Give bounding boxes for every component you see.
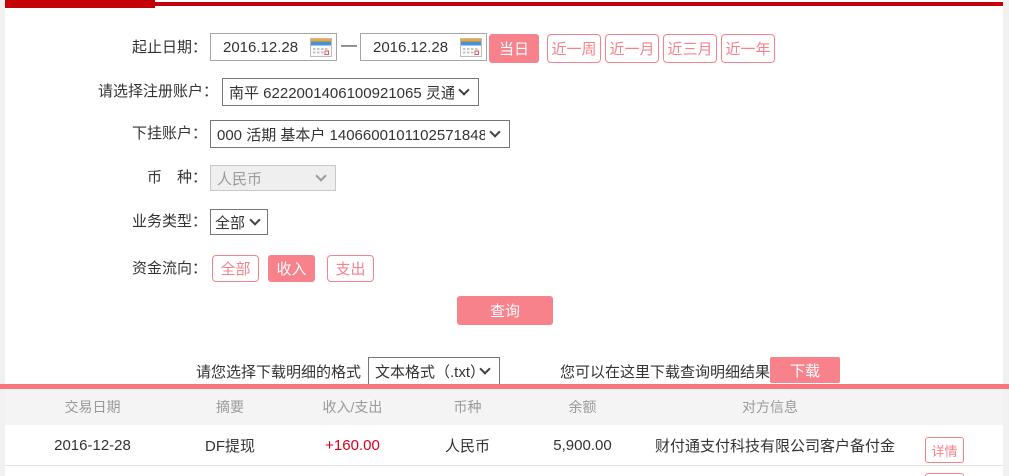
detail-button-next-row-partial[interactable]	[925, 473, 964, 476]
date-range-separator: —	[341, 37, 357, 54]
register-account-select[interactable]: 南平 6222001406100921065 灵通卡	[222, 78, 479, 106]
active-tab-indicator	[5, 0, 155, 8]
range-button-last-week[interactable]: 近一周	[547, 34, 601, 63]
cell-counterparty: 财付通支付科技有限公司客户备付金	[655, 437, 896, 455]
download-button[interactable]: 下载	[770, 357, 840, 383]
fund-flow-row: 资金流向： 全部 收入 支出	[0, 255, 1009, 282]
download-hint: 您可以在这里下载查询明细结果	[560, 364, 771, 381]
sub-account-label: 下挂账户：	[131, 125, 207, 142]
range-button-last-month[interactable]: 近一月	[605, 34, 659, 63]
chevron-down-icon	[315, 170, 327, 182]
header-summary: 摘要	[216, 399, 244, 415]
currency-value: 人民币	[217, 170, 263, 188]
fund-flow-income-button[interactable]: 收入	[268, 255, 315, 282]
header-currency: 币种	[453, 399, 482, 415]
fund-flow-expense-button[interactable]: 支出	[327, 255, 374, 282]
calendar-icon[interactable]	[310, 37, 332, 57]
end-date-value: 2016.12.28	[373, 38, 449, 56]
register-account-row: 请选择注册账户： 南平 6222001406100921065 灵通卡	[0, 78, 1009, 106]
chevron-down-icon	[458, 84, 470, 96]
cell-balance: 5,900.00	[553, 436, 612, 454]
biz-type-row: 业务类型： 全部	[0, 209, 1009, 235]
chevron-down-icon	[479, 363, 491, 375]
biz-type-select[interactable]: 全部	[210, 209, 268, 235]
download-format-select[interactable]: 文本格式（.txt）	[368, 357, 500, 385]
header-counterparty: 对方信息	[742, 399, 798, 415]
query-button[interactable]: 查询	[457, 296, 553, 325]
cell-trade-date: 2016-12-28	[54, 436, 131, 454]
header-income-expense: 收入/支出	[322, 399, 383, 415]
end-date-input[interactable]: 2016.12.28	[360, 33, 487, 61]
header-balance: 余额	[568, 399, 597, 415]
cell-currency: 人民币	[444, 437, 490, 455]
download-row: 请您选择下载明细的格式 文本格式（.txt） 您可以在这里下载查询明细结果	[0, 355, 1009, 385]
register-account-label: 请选择注册账户：	[97, 83, 218, 100]
chevron-down-icon	[249, 214, 261, 226]
currency-row: 币 种： 人民币	[0, 165, 1009, 191]
download-format-value: 文本格式（.txt）	[375, 363, 475, 381]
fund-flow-label: 资金流向：	[131, 260, 207, 277]
biz-type-label: 业务类型：	[131, 213, 207, 230]
header-trade-date: 交易日期	[64, 399, 121, 415]
biz-type-value: 全部	[215, 214, 246, 232]
table-top-separator	[0, 384, 1009, 389]
start-date-value: 2016.12.28	[223, 38, 299, 56]
date-range-label: 起止日期：	[131, 39, 207, 56]
register-account-value: 南平 6222001406100921065 灵通卡	[229, 84, 454, 102]
start-date-input[interactable]: 2016.12.28	[210, 33, 337, 61]
range-button-last-year[interactable]: 近一年	[721, 34, 775, 63]
sub-account-row: 下挂账户： 000 活期 基本户 1406600101102571848	[0, 120, 1009, 148]
range-button-last-3-months[interactable]: 近三月	[663, 34, 717, 63]
tab-underline	[155, 2, 1003, 6]
range-button-today[interactable]: 当日	[489, 34, 539, 63]
sub-account-value: 000 活期 基本户 1406600101102571848	[217, 126, 485, 144]
calendar-icon[interactable]	[460, 37, 482, 57]
download-format-label: 请您选择下载明细的格式	[196, 364, 362, 381]
cell-summary: DF提现	[205, 437, 255, 455]
date-range-row: 起止日期： 2016.12.28 — 2016.12.28	[0, 33, 1009, 63]
chevron-down-icon	[489, 126, 501, 138]
detail-button[interactable]: 详情	[925, 437, 964, 463]
fund-flow-all-button[interactable]: 全部	[212, 255, 259, 282]
table-header-row: 交易日期 摘要 收入/支出 币种 余额 对方信息	[5, 389, 1003, 425]
cell-amount: +160.00	[325, 436, 380, 454]
table-row: 2016-12-28 DF提现 +160.00 人民币 5,900.00 财付通…	[5, 425, 1003, 466]
sub-account-select[interactable]: 000 活期 基本户 1406600101102571848	[210, 120, 510, 148]
currency-label: 币 种：	[146, 169, 207, 186]
currency-select: 人民币	[210, 165, 336, 191]
